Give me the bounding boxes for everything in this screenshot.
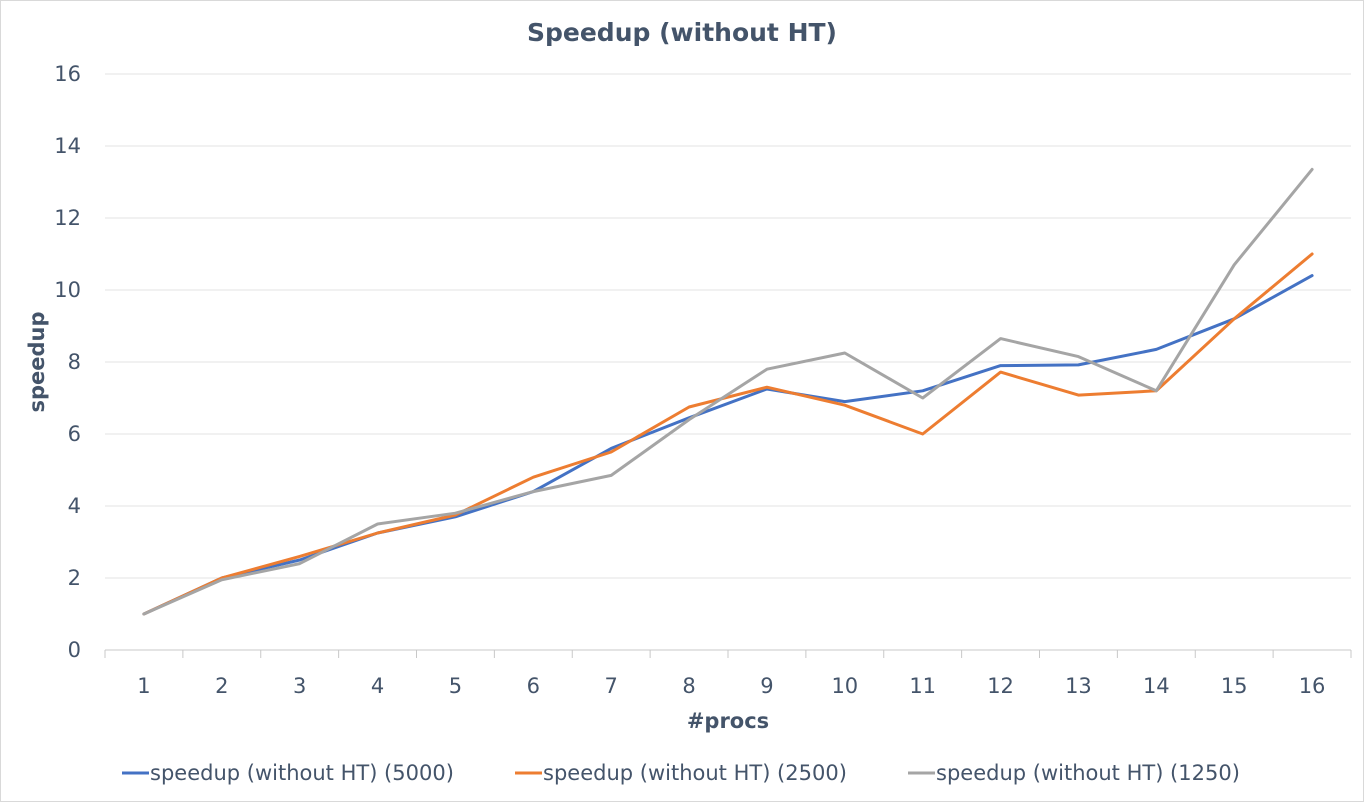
y-axis-title: speedup xyxy=(25,311,49,412)
x-axis-title: #procs xyxy=(687,709,769,733)
x-tick-label: 11 xyxy=(909,674,936,698)
x-tick-label: 12 xyxy=(987,674,1014,698)
y-tick-label: 14 xyxy=(54,134,81,158)
x-tick-label: 16 xyxy=(1299,674,1326,698)
x-tick-label: 15 xyxy=(1221,674,1248,698)
y-tick-label: 6 xyxy=(68,422,81,446)
legend-item-1: speedup (without HT) (5000) xyxy=(122,761,454,785)
x-tick-label: 5 xyxy=(449,674,462,698)
legend-item-3: speedup (without HT) (1250) xyxy=(908,761,1240,785)
y-tick-label: 4 xyxy=(68,494,81,518)
series-line-3 xyxy=(142,167,1314,616)
y-tick-label: 16 xyxy=(54,62,81,86)
y-tick-label: 12 xyxy=(54,206,81,230)
y-tick-label: 8 xyxy=(68,350,81,374)
y-axis-ticks: 0 2 4 6 8 10 12 14 16 xyxy=(54,62,81,662)
y-tick-label: 0 xyxy=(68,638,81,662)
legend-label: speedup (without HT) (2500) xyxy=(543,761,847,785)
chart-title: Speedup (without HT) xyxy=(527,18,837,47)
series-lines xyxy=(142,167,1314,616)
legend: speedup (without HT) (5000) speedup (with… xyxy=(122,761,1240,785)
legend-label: speedup (without HT) (5000) xyxy=(150,761,454,785)
x-tick-label: 1 xyxy=(137,674,150,698)
y-tick-label: 10 xyxy=(54,278,81,302)
legend-label: speedup (without HT) (1250) xyxy=(936,761,1240,785)
x-tick-label: 6 xyxy=(527,674,540,698)
series-line-1 xyxy=(142,274,1314,616)
x-tick-label: 8 xyxy=(682,674,695,698)
x-tick-label: 13 xyxy=(1065,674,1092,698)
x-tick-label: 14 xyxy=(1143,674,1170,698)
x-tick-label: 2 xyxy=(215,674,228,698)
x-tick-label: 10 xyxy=(831,674,858,698)
gridlines xyxy=(105,73,1351,651)
y-tick-label: 2 xyxy=(68,566,81,590)
legend-item-2: speedup (without HT) (2500) xyxy=(515,761,847,785)
x-tick-label: 3 xyxy=(293,674,306,698)
x-tick-label: 7 xyxy=(605,674,618,698)
x-tick-label: 9 xyxy=(760,674,773,698)
x-tick-label: 4 xyxy=(371,674,384,698)
x-axis-ticks: 1 2 3 4 5 6 7 8 9 10 11 12 13 14 15 16 xyxy=(104,650,1352,698)
